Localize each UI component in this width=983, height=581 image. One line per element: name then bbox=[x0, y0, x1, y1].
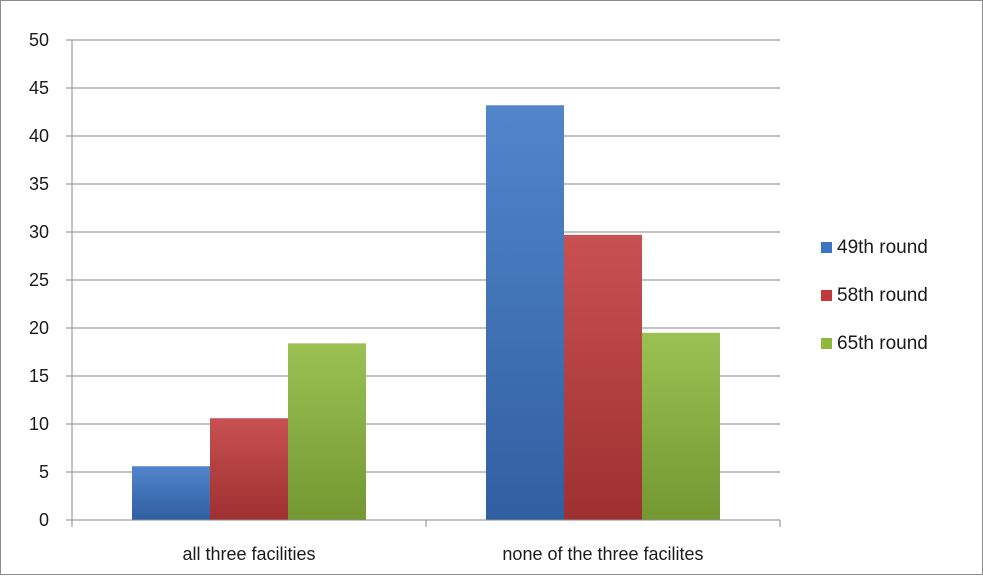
bar-65th-round-0 bbox=[288, 343, 366, 520]
y-tick-label: 30 bbox=[29, 222, 49, 242]
legend-swatch bbox=[821, 338, 832, 349]
y-tick-label: 0 bbox=[39, 510, 49, 530]
y-tick-label: 40 bbox=[29, 126, 49, 146]
bar-58th-round-1 bbox=[564, 234, 642, 520]
legend-label: 58th round bbox=[837, 285, 928, 306]
y-tick-label: 35 bbox=[29, 174, 49, 194]
legend-swatch bbox=[821, 290, 832, 301]
bar-49th-round-1 bbox=[486, 105, 564, 520]
legend: 49th round 58th round 65th round bbox=[821, 237, 928, 354]
y-tick-label: 50 bbox=[29, 30, 49, 50]
x-category-label: all three facilities bbox=[182, 544, 315, 564]
legend-label: 65th round bbox=[837, 333, 928, 354]
y-tick-label: 15 bbox=[29, 366, 49, 386]
x-category-label: none of the three facilites bbox=[502, 544, 703, 564]
bars bbox=[132, 105, 720, 520]
bar-58th-round-0 bbox=[210, 418, 288, 520]
y-tick-label: 20 bbox=[29, 318, 49, 338]
legend-swatch bbox=[821, 242, 832, 253]
axes: 0 5 10 15 20 25 30 35 40 45 50 all three facilities… bbox=[29, 30, 781, 564]
y-tick-label: 5 bbox=[39, 462, 49, 482]
bar-49th-round-0 bbox=[132, 466, 210, 520]
gridlines bbox=[72, 39, 780, 473]
y-tick-label: 45 bbox=[29, 78, 49, 98]
y-tick-label: 10 bbox=[29, 414, 49, 434]
bar-65th-round-1 bbox=[642, 332, 720, 520]
y-tick-label: 25 bbox=[29, 270, 49, 290]
legend-label: 49th round bbox=[837, 237, 928, 258]
